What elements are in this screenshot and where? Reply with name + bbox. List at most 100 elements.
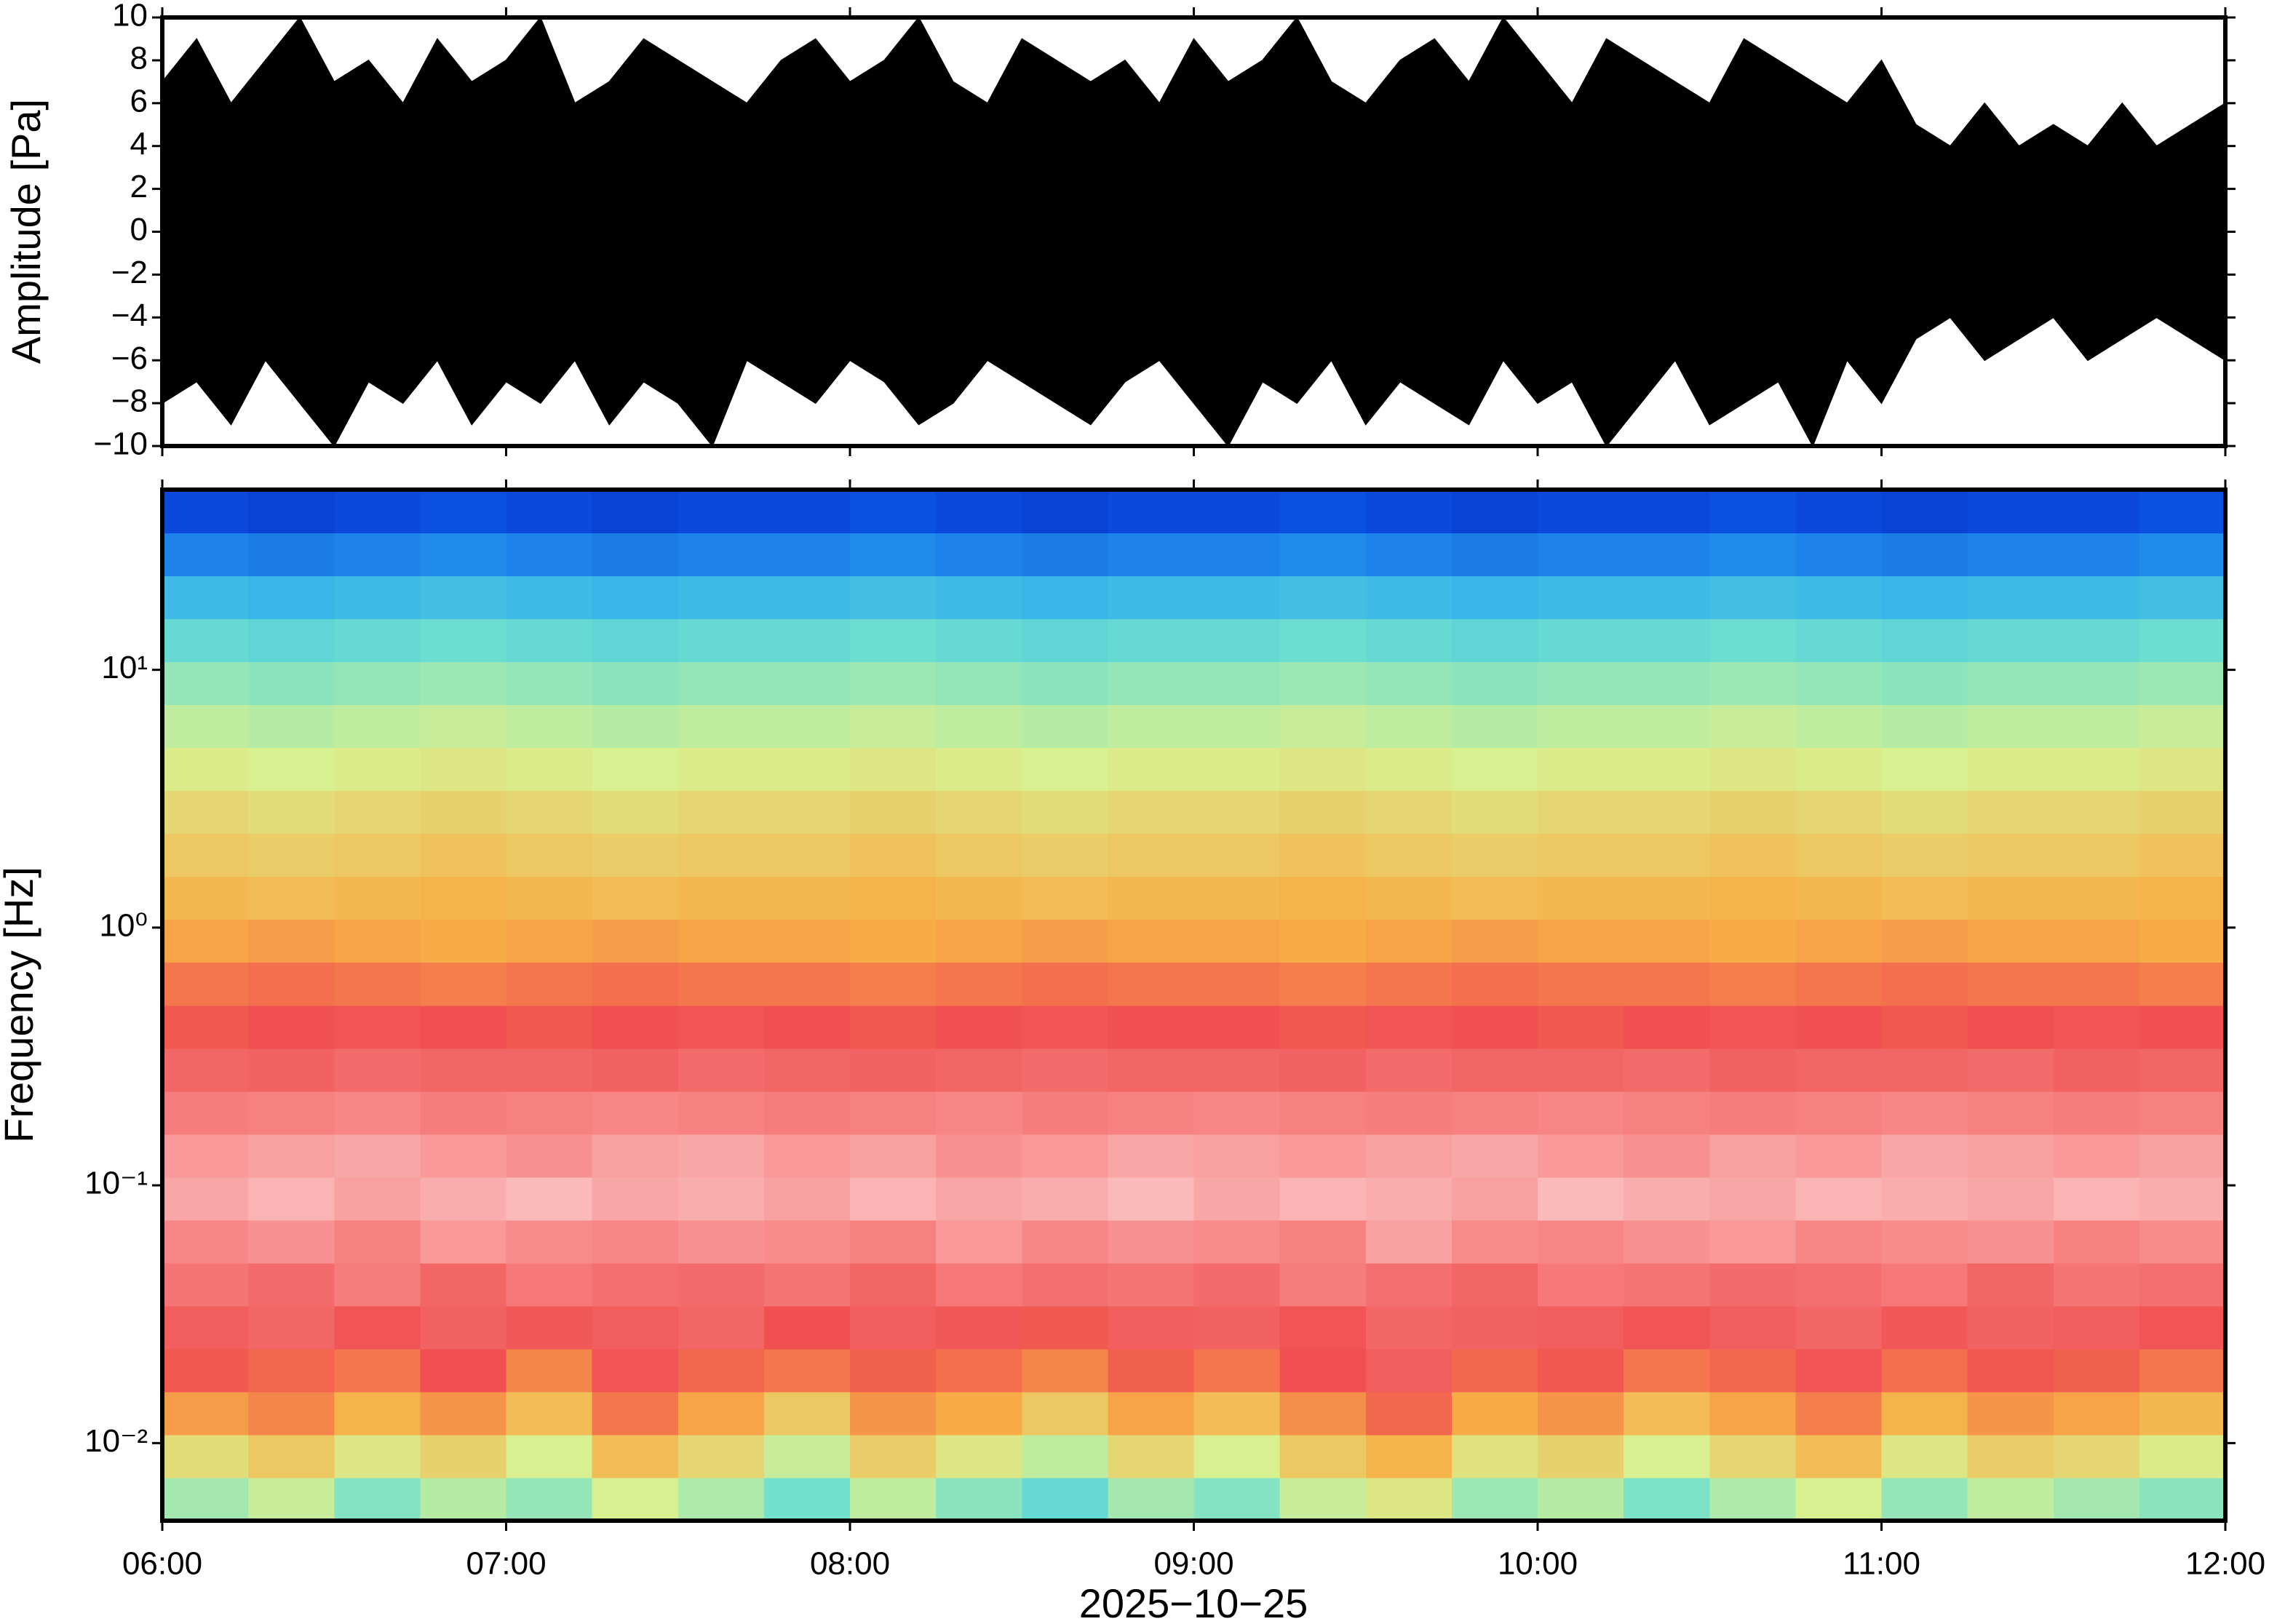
spectrogram-cell — [850, 1391, 937, 1436]
y-tick-label: 10⁰ — [99, 907, 148, 943]
spectrogram-cell — [592, 661, 679, 705]
spectrogram-cell — [334, 1348, 421, 1393]
spectrogram-cell — [592, 1091, 679, 1135]
spectrogram-cell — [1279, 661, 1367, 705]
waveform-envelope — [162, 16, 2226, 233]
spectrogram-cell — [1365, 661, 1453, 705]
spectrogram-cell — [677, 618, 765, 662]
x-tick-label: 09:00 — [1153, 1546, 1233, 1582]
spectrogram-cell — [334, 876, 421, 920]
spectrogram-cell — [506, 533, 593, 576]
spectrogram-cell — [1795, 1305, 1883, 1350]
spectrogram-cell — [1538, 919, 1624, 963]
spectrogram-cell — [248, 1305, 335, 1350]
spectrogram-cell — [2139, 919, 2226, 963]
spectrogram-cell — [1451, 618, 1538, 662]
spectrogram-cell — [2139, 747, 2226, 792]
spectrogram-cell — [592, 533, 679, 576]
spectrogram-cell — [1365, 576, 1453, 619]
spectrogram-cell — [1967, 962, 2054, 1006]
spectrogram-cell — [1108, 490, 1195, 533]
spectrogram-cell — [592, 1005, 679, 1049]
spectrogram-cell — [1365, 1048, 1453, 1092]
spectrogram-cell — [2053, 833, 2140, 877]
spectrogram-cell — [1022, 1391, 1109, 1436]
spectrogram-cell — [850, 1048, 937, 1092]
spectrogram-cell — [2139, 704, 2226, 749]
spectrogram-cell — [1365, 490, 1453, 533]
spectrogram-cell — [1451, 962, 1538, 1006]
spectrogram-cell — [506, 1091, 593, 1135]
spectrogram-cell — [162, 618, 249, 662]
spectrogram-cell — [1967, 1091, 2054, 1135]
spectrogram-cell — [2139, 490, 2226, 533]
spectrogram-cell — [592, 1348, 679, 1393]
spectrogram-cell — [936, 1305, 1023, 1350]
spectrogram-cell — [1193, 1348, 1281, 1393]
spectrogram-cell — [936, 747, 1023, 792]
spectrogram-cell — [1022, 576, 1109, 619]
spectrogram-cell — [506, 747, 593, 792]
spectrogram-cell — [850, 790, 937, 835]
spectrogram-cell — [1709, 1091, 1797, 1135]
spectrogram-cell — [1709, 533, 1797, 576]
spectrogram-cell — [248, 1005, 335, 1049]
spectrogram-cell — [677, 576, 765, 619]
spectrogram-cell — [592, 704, 679, 749]
spectrogram-cell — [2053, 490, 2140, 533]
spectrogram-cell — [420, 1048, 507, 1092]
spectrogram-cell — [1279, 962, 1367, 1006]
spectrogram-cell — [162, 1434, 249, 1478]
spectrogram-cell — [850, 747, 937, 792]
spectrogram-cell — [1709, 1477, 1797, 1521]
spectrogram-cell — [1709, 1177, 1797, 1221]
spectrogram-cell — [1365, 790, 1453, 835]
spectrogram-cell — [850, 1219, 937, 1264]
spectrogram-cell — [1795, 576, 1883, 619]
spectrogram-cell — [420, 1219, 507, 1264]
spectrogram-cell — [1624, 1305, 1711, 1350]
spectrogram-cell — [334, 1305, 421, 1350]
spectrogram-cell — [2139, 790, 2226, 835]
spectrogram-cell — [936, 1434, 1023, 1478]
spectrogram-cell — [1709, 876, 1797, 920]
spectrogram-cell — [1279, 1048, 1367, 1092]
spectrogram-cell — [1193, 1048, 1281, 1092]
spectrogram-cell — [248, 962, 335, 1006]
spectrogram-cell — [2053, 1219, 2140, 1264]
spectrogram-cell — [1967, 1391, 2054, 1436]
spectrogram-cell — [248, 876, 335, 920]
spectrogram-cell — [1193, 876, 1281, 920]
spectrogram-cell — [248, 618, 335, 662]
spectrogram-cell — [1022, 618, 1109, 662]
spectrogram-cell — [1881, 576, 1968, 619]
spectrogram-cell — [592, 1048, 679, 1092]
spectrogram-cell — [936, 1219, 1023, 1264]
spectrogram-cell — [763, 876, 851, 920]
spectrogram-cell — [1709, 490, 1797, 533]
spectrogram-cell — [1022, 1477, 1109, 1521]
spectrogram-cell — [1365, 1219, 1453, 1264]
spectrogram-cell — [1538, 1305, 1624, 1350]
spectrogram-cell — [420, 833, 507, 877]
spectrogram-cell — [248, 1177, 335, 1221]
spectrogram-cell — [1881, 618, 1968, 662]
spectrogram-cell — [2139, 533, 2226, 576]
spectrogram-cell — [420, 876, 507, 920]
spectrogram-cell — [763, 919, 851, 963]
spectrogram-cell — [850, 876, 937, 920]
spectrogram-cell — [1538, 618, 1624, 662]
spectrogram-cell — [248, 1219, 335, 1264]
spectrogram-cell — [420, 1434, 507, 1478]
spectrogram-cell — [420, 1091, 507, 1135]
spectrogram-cell — [1538, 1477, 1624, 1521]
spectrogram-cell — [162, 661, 249, 705]
spectrogram-cell — [420, 1348, 507, 1393]
spectrogram-cell — [1451, 1434, 1538, 1478]
spectrogram-cell — [850, 1477, 937, 1521]
spectrogram-cell — [420, 1391, 507, 1436]
spectrogram-cell — [763, 1262, 851, 1307]
spectrogram-cell — [1624, 1262, 1711, 1307]
spectrogram-cell — [1108, 747, 1195, 792]
spectrogram-cell — [1795, 1005, 1883, 1049]
